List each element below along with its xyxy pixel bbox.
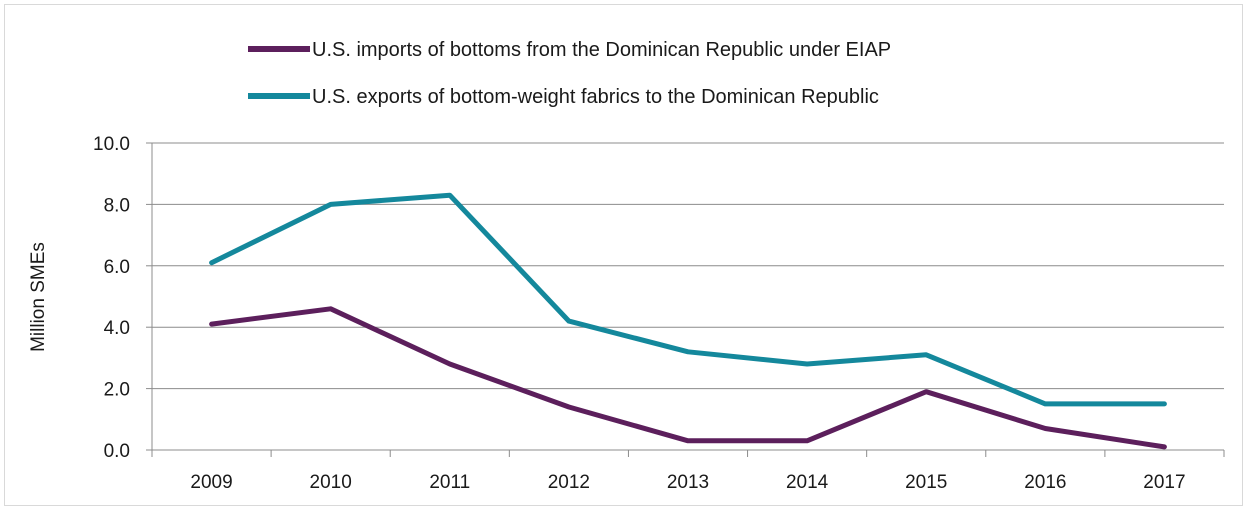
x-tick-label: 2012 (548, 472, 590, 493)
legend-label-exports: U.S. exports of bottom-weight fabrics to… (312, 86, 879, 108)
x-tick-label: 2013 (667, 472, 709, 493)
x-tick-label: 2015 (905, 472, 947, 493)
y-tick-label: 8.0 (104, 195, 130, 216)
y-tick-label: 2.0 (104, 380, 130, 401)
axes: 0.0 2.0 4.0 6.0 8.0 10.0 2009 2010 2011 2012 2013 2… (93, 134, 1225, 493)
legend: U.S. imports of bottoms from the Dominic… (248, 39, 891, 108)
y-tick-label: 10.0 (93, 134, 130, 155)
series-lines (209, 192, 1167, 450)
legend-label-imports: U.S. imports of bottoms from the Dominic… (312, 39, 891, 61)
x-tick-label: 2010 (310, 472, 352, 493)
x-tick-label: 2016 (1024, 472, 1066, 493)
series-line-exports (209, 192, 1167, 407)
series-line-imports (209, 306, 1167, 450)
x-tick-label: 2014 (786, 472, 829, 493)
y-tick-label: 6.0 (104, 257, 130, 278)
x-tick-label: 2009 (190, 472, 232, 493)
y-tick-label: 4.0 (104, 318, 130, 339)
x-tick-label: 2017 (1143, 472, 1185, 493)
x-tick-label: 2011 (429, 472, 470, 493)
y-axis-title: Million SMEs (28, 242, 49, 352)
y-tick-label: 0.0 (104, 441, 130, 462)
gridlines (152, 142, 1224, 390)
